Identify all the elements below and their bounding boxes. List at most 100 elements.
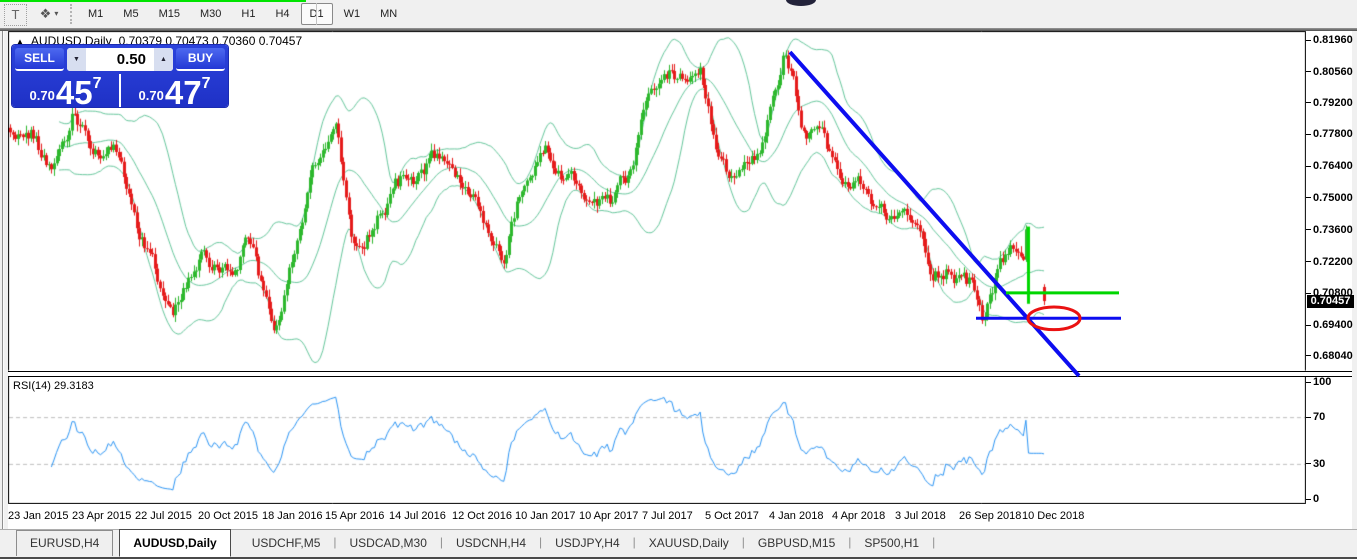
date-tick-label: 26 Sep 2018 bbox=[959, 510, 1022, 522]
chevron-down-icon: ▾ bbox=[54, 9, 59, 18]
rsi-tick-label: 0 bbox=[1313, 493, 1320, 505]
timeframe-button-h4[interactable]: H4 bbox=[275, 8, 290, 20]
date-tick-label: 3 Jul 2018 bbox=[895, 510, 946, 522]
date-tick-label: 14 Jul 2016 bbox=[389, 510, 446, 522]
chart-tab-usdchf[interactable]: USDCHF,M5 bbox=[251, 536, 321, 550]
chart-tab-xauusd[interactable]: XAUUSD,Daily bbox=[648, 536, 729, 550]
chart-tab-sp500[interactable]: SP500,H1 bbox=[864, 536, 920, 550]
price-tick-mark bbox=[1306, 133, 1311, 135]
timeframe-button-mn[interactable]: MN bbox=[380, 8, 398, 20]
drawing-objects-button[interactable]: ❖ ▾ bbox=[31, 4, 67, 24]
timeframe-button-h1[interactable]: H1 bbox=[241, 8, 256, 20]
price-tick-mark bbox=[1306, 102, 1311, 104]
volume-decrease-button[interactable]: ▼ bbox=[67, 48, 86, 71]
pane-splitter[interactable] bbox=[8, 371, 1352, 377]
chart-tab-usdjpy[interactable]: USDJPY,H4 bbox=[555, 536, 620, 550]
timeframe-button-w1[interactable]: W1 bbox=[343, 8, 361, 20]
volume-field[interactable]: 0.50 bbox=[86, 48, 154, 71]
buy-button[interactable]: BUY bbox=[176, 48, 225, 71]
volume-control: ▼ 0.50 ▲ bbox=[67, 48, 173, 71]
rsi-tick-mark bbox=[1306, 463, 1311, 465]
chart-tab-usdcnh[interactable]: USDCNH,H4 bbox=[456, 536, 527, 550]
price-tick-mark bbox=[1306, 39, 1311, 41]
rsi-tick-mark bbox=[1306, 381, 1311, 383]
price-tick-mark bbox=[1306, 261, 1311, 263]
rsi-tick-mark bbox=[1306, 498, 1311, 500]
sell-price-big: 45 bbox=[55, 73, 93, 111]
date-tick-label: 4 Jan 2018 bbox=[769, 510, 824, 522]
sell-price-pipette: 7 bbox=[92, 75, 102, 92]
date-tick-label: 10 Dec 2018 bbox=[1022, 510, 1085, 522]
chart-window-top-border bbox=[0, 28, 1357, 31]
timeframe-toolbar: M1 M5 M15 M30 H1 H4 D1 W1 MN bbox=[78, 0, 407, 28]
screen-artifact bbox=[786, 0, 816, 6]
chart-tab-gbpusd[interactable]: GBPUSD,M15 bbox=[757, 536, 836, 550]
chart-tab-audusd[interactable]: AUDUSD,Daily bbox=[119, 529, 231, 557]
timeframe-button-m15[interactable]: M15 bbox=[158, 8, 180, 20]
price-tick-mark bbox=[1306, 324, 1311, 326]
toolbar-separator bbox=[316, 3, 317, 25]
sell-price-prefix: 0.70 bbox=[29, 88, 55, 103]
tab-separator: | bbox=[848, 535, 852, 549]
buy-price-prefix: 0.70 bbox=[138, 88, 164, 103]
buy-price-big: 47 bbox=[164, 73, 202, 111]
chart-header: ▲ AUDUSD,Daily 0.70379 0.70473 0.70360 0… bbox=[16, 34, 302, 48]
date-tick-label: 20 Oct 2015 bbox=[198, 510, 258, 522]
collapse-panel-icon[interactable]: ▲ bbox=[16, 36, 24, 46]
date-tick-label: 10 Apr 2017 bbox=[579, 510, 639, 522]
buy-price-display[interactable]: 0.70 47 7 bbox=[121, 73, 228, 111]
tab-separator: | bbox=[632, 535, 636, 549]
one-click-trading-panel: SELL ▼ 0.50 ▲ BUY 0.70 45 7 0.70 47 7 bbox=[12, 45, 228, 111]
rsi-indicator-label: RSI(14) 29.3183 bbox=[13, 380, 94, 392]
rsi-tick-label: 70 bbox=[1313, 411, 1326, 424]
toolbar-grip[interactable] bbox=[70, 4, 72, 24]
date-tick-label: 23 Apr 2015 bbox=[72, 510, 132, 522]
date-tick-label: 22 Jul 2015 bbox=[135, 510, 192, 522]
sell-button[interactable]: SELL bbox=[15, 48, 64, 71]
date-tick-label: 5 Oct 2017 bbox=[705, 510, 759, 522]
timeframe-button-m5[interactable]: M5 bbox=[123, 8, 139, 20]
tab-separator: | bbox=[932, 535, 936, 549]
price-tick-label: 0.69400 bbox=[1313, 319, 1353, 332]
price-tick-label: 0.72200 bbox=[1313, 255, 1353, 268]
chart-tab-usdcad[interactable]: USDCAD,M30 bbox=[349, 536, 427, 550]
date-tick-label: 15 Apr 2016 bbox=[325, 510, 385, 522]
tab-separator: | bbox=[539, 535, 543, 549]
text-tool-button[interactable]: T bbox=[4, 4, 27, 26]
price-tick-mark bbox=[1306, 165, 1311, 167]
tab-separator: | bbox=[439, 535, 443, 549]
rsi-tick-label: 30 bbox=[1313, 457, 1326, 470]
price-tick-label: 0.79200 bbox=[1313, 96, 1353, 109]
price-tick-label: 0.68040 bbox=[1313, 349, 1353, 362]
rsi-tick-mark bbox=[1306, 416, 1311, 418]
tab-separator: | bbox=[741, 535, 745, 549]
rsi-tick-label: 100 bbox=[1313, 376, 1332, 388]
objects-icon: ❖ bbox=[39, 6, 52, 21]
rsi-indicator-canvas[interactable] bbox=[8, 377, 1306, 504]
date-tick-label: 10 Jan 2017 bbox=[515, 510, 576, 522]
chart-ohlc-values: 0.70379 0.70473 0.70360 0.70457 bbox=[118, 34, 303, 48]
price-tick-mark bbox=[1306, 197, 1311, 199]
window-bottom-edge bbox=[0, 557, 1357, 559]
sell-price-display[interactable]: 0.70 45 7 bbox=[12, 73, 119, 111]
chart-symbol-label: AUDUSD,Daily bbox=[30, 34, 112, 48]
price-tick-mark bbox=[1306, 292, 1311, 294]
date-tick-label: 4 Apr 2018 bbox=[832, 510, 886, 522]
price-tick-label: 0.80560 bbox=[1313, 65, 1353, 78]
timeframe-button-m30[interactable]: M30 bbox=[199, 8, 222, 20]
panel-divider bbox=[119, 74, 121, 107]
date-tick-label: 23 Jan 2015 bbox=[8, 510, 69, 522]
chart-window-left-border bbox=[0, 31, 8, 529]
price-tick-label: 0.73600 bbox=[1313, 223, 1353, 236]
chart-tab-eurusd[interactable]: EURUSD,H4 bbox=[16, 530, 114, 556]
timeframe-button-m1[interactable]: M1 bbox=[88, 8, 104, 20]
price-tick-label: 0.81960 bbox=[1313, 34, 1353, 46]
buy-price-pipette: 7 bbox=[201, 75, 211, 92]
volume-increase-button[interactable]: ▲ bbox=[154, 48, 173, 71]
price-tick-label: 0.77800 bbox=[1313, 128, 1353, 141]
current-price-tag: 0.70457 bbox=[1307, 295, 1354, 309]
chart-tab-bar: EURUSD,H4 AUDUSD,Daily USDCHF,M5 | USDCAD,M3… bbox=[0, 529, 1357, 557]
price-tick-label: 0.76400 bbox=[1313, 160, 1353, 173]
date-tick-label: 12 Oct 2016 bbox=[452, 510, 512, 522]
